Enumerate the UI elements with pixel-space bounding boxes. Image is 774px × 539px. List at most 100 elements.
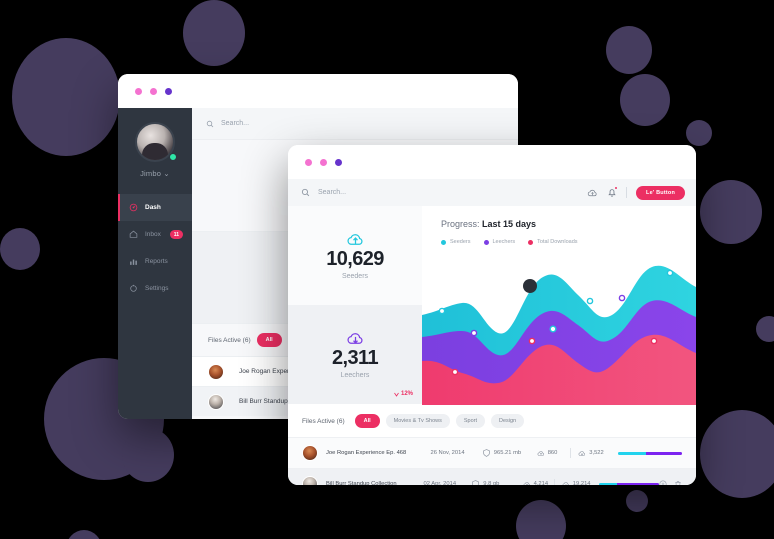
background-circle [183,0,245,66]
sidebar-item-inbox[interactable]: Inbox 11 [118,221,192,248]
search-bar: Search... Le' Button [288,179,696,206]
inbox-badge: 11 [169,230,183,239]
row-progress-bar [599,482,659,485]
row-leechers: 19,214 [562,481,593,485]
background-circle [606,26,652,74]
filter-chip-sport[interactable]: Sport [455,414,486,428]
minimize-dot[interactable] [150,87,157,95]
filter-chip-design[interactable]: Design [491,414,525,428]
maximize-dot[interactable] [335,158,342,166]
search-icon[interactable] [301,188,310,197]
dashboard-icon [129,203,138,212]
row-leechers-value: 19,214 [572,481,591,485]
sidebar-item-label: Settings [145,285,169,292]
row-file-name: Joe Rogan Experience Ep. 468 [326,450,407,456]
filter-chip-all[interactable]: All [354,414,380,428]
sidebar-nav: Dash Inbox 11 Reports [118,194,192,302]
stat-delta-leechers: 12% [394,391,413,397]
sidebar-item-dash[interactable]: Dash [118,194,192,221]
active-data-point [523,279,537,293]
data-point [451,368,459,376]
inbox-icon [129,230,138,238]
row-file-name: Bill Burr Standup Collection [326,481,397,485]
cloud-download-icon [578,450,586,456]
header-actions: Le' Button [587,185,685,200]
data-point [528,337,536,345]
stat-value-leechers: 2,311 [332,347,379,369]
le-button[interactable]: Le' Button [636,185,685,200]
avatar [208,393,224,410]
pause-circle-icon[interactable] [659,480,667,485]
background-circle [0,228,40,270]
row-actions [659,480,682,485]
data-point [666,269,674,277]
stat-card-seeders: 10,629 Seeders [288,206,422,305]
stat-value-seeders: 10,629 [326,248,384,270]
row-seeders: 860 [537,450,571,457]
stat-card-leechers: 2,311 Leechers 12% [288,305,422,404]
legend-item-total-downloads[interactable]: Total Downloads [528,239,578,245]
background-circle [626,490,648,512]
sidebar-user-name[interactable]: Jimbo ⌄ [118,169,192,178]
notification-bell-button[interactable] [607,186,619,198]
legend-item-seeders[interactable]: Seeders [441,239,471,245]
legend-label: Total Downloads [537,239,578,245]
search-icon [206,120,214,127]
maximize-dot[interactable] [165,87,172,95]
row-seeders: 4,214 [523,481,554,485]
back-chip-all[interactable]: All [256,333,282,347]
background-circle [620,74,670,126]
background-circle [12,38,120,156]
trash-icon[interactable] [674,480,682,485]
minimize-dot[interactable] [320,158,327,166]
row-size: 9.8 gb [472,480,522,485]
sidebar-item-reports[interactable]: Reports [118,248,192,275]
data-point [438,307,446,315]
cloud-download-icon [562,481,569,485]
row-divider [554,479,555,485]
legend-swatch [441,239,446,245]
table-row[interactable]: Bill Burr Standup Collection 02 Apr, 201… [288,468,696,485]
cloud-upload-icon [523,481,530,485]
row-size-value: 965.21 mb [493,450,522,456]
search-input[interactable]: Search... [318,189,347,196]
header-divider [626,187,628,198]
legend-swatch [528,239,534,245]
legend-label: Seeders [450,239,471,245]
stacked-area-chart [422,265,696,405]
row-date: 26 Nov, 2014 [430,450,465,456]
sidebar-item-label: Dash [145,204,161,211]
row-date: 02 Apr, 2014 [423,481,457,485]
row-progress-bar [617,451,682,455]
background-circle [756,316,774,342]
back-row-name: Bill Burr Standup Collection [239,398,319,405]
cloud-upload-icon [537,450,544,456]
front-window-titlebar [288,145,696,179]
row-divider [570,448,572,458]
back-search-bar[interactable]: Search... [192,108,518,140]
row-seeders-value: 4,214 [533,481,549,485]
chart-title-prefix: Progress: [441,219,483,229]
foreground-dashboard-window[interactable]: Search... Le' Button [288,145,696,485]
chart-title-strong: Last 15 days [482,219,537,229]
background-circle [686,120,712,146]
legend-item-leechers[interactable]: Leechers [483,239,516,245]
progress-segment-cyan [599,482,618,485]
sidebar-item-settings[interactable]: Settings [118,275,192,302]
filter-chip-movies-tv[interactable]: Movies & Tv Shows [385,414,450,428]
shield-icon [472,480,479,485]
stats-column: 10,629 Seeders 2,311 Leechers 12% [288,206,422,405]
row-seeders-value: 860 [547,450,558,456]
files-active-label: Files Active (6) [302,417,345,425]
close-dot[interactable] [305,158,312,166]
cloud-upload-icon[interactable] [587,188,598,198]
background-circle [516,500,566,539]
legend-label: Leechers [492,239,516,245]
close-dot[interactable] [135,87,142,95]
avatar[interactable] [135,122,175,162]
shield-icon [483,449,490,457]
stat-delta-value: 12% [400,391,413,397]
avatar [302,445,318,461]
row-size: 965.21 mb [483,449,537,457]
table-row[interactable]: Joe Rogan Experience Ep. 468 26 Nov, 201… [288,437,696,468]
